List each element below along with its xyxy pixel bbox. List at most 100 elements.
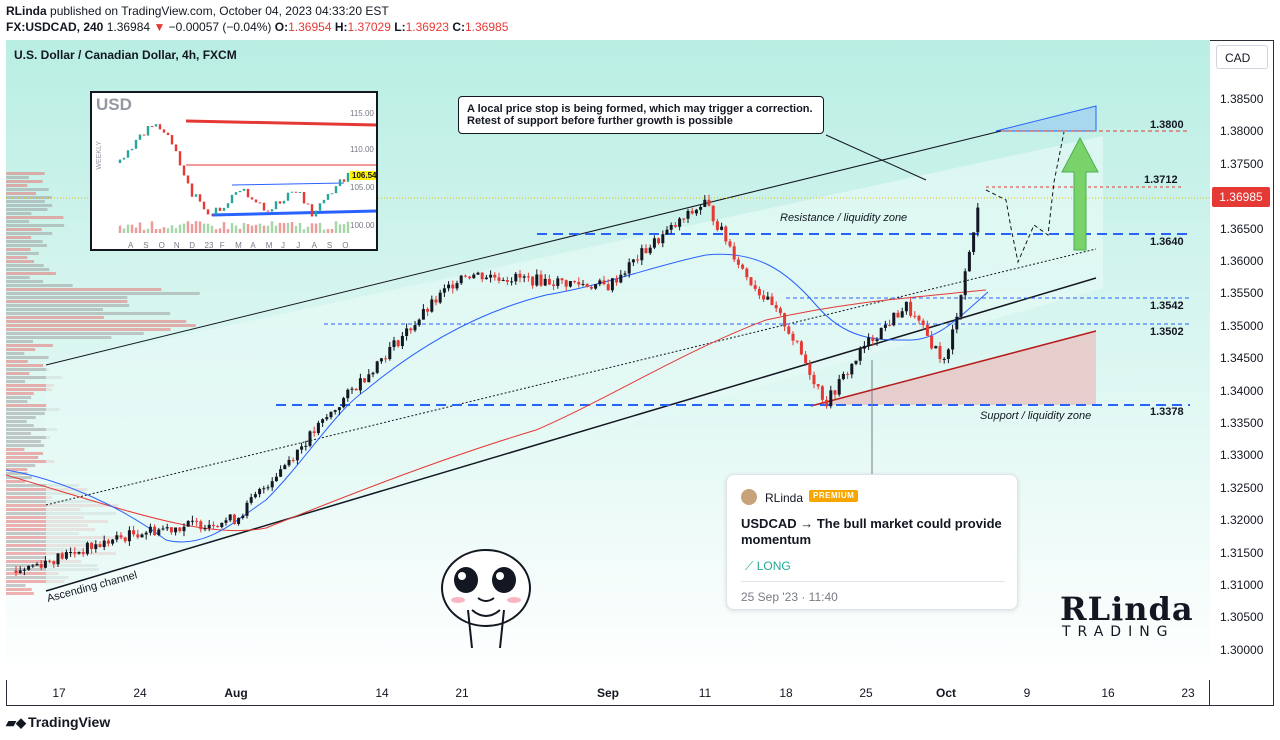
inset-volume-bar bbox=[230, 223, 234, 233]
volume-profile-bar bbox=[6, 516, 84, 519]
candle-body bbox=[930, 335, 934, 349]
inset-candle bbox=[150, 125, 154, 127]
inset-volume-bar bbox=[314, 223, 318, 233]
candle-body bbox=[245, 502, 249, 516]
tradingview-footer[interactable]: ▰◆ TradingView bbox=[6, 714, 110, 731]
inset-candle bbox=[258, 202, 262, 204]
volume-profile-bar bbox=[6, 420, 27, 423]
candle-body bbox=[934, 346, 938, 349]
inset-candle bbox=[174, 144, 178, 152]
inset-volume-bar bbox=[278, 222, 282, 233]
candle-body bbox=[140, 534, 144, 538]
inset-month-tick: J bbox=[296, 241, 301, 250]
candle-body bbox=[673, 225, 677, 227]
candle-body bbox=[921, 320, 925, 326]
price-axis[interactable] bbox=[1210, 40, 1274, 706]
candle-body bbox=[169, 527, 173, 533]
candle-body bbox=[531, 276, 535, 286]
inset-volume-bar bbox=[182, 223, 186, 233]
avatar[interactable] bbox=[741, 489, 757, 505]
volume-profile-bar bbox=[6, 440, 41, 443]
candle-body bbox=[442, 288, 446, 293]
y-tick: 1.36000 bbox=[1220, 254, 1264, 268]
volume-profile-bar bbox=[6, 496, 53, 499]
y-tick: 1.36500 bbox=[1220, 221, 1264, 236]
inset-candle bbox=[238, 190, 242, 193]
candle-body bbox=[799, 341, 803, 355]
low-value: 1.36923 bbox=[405, 20, 449, 34]
candle-body bbox=[703, 199, 707, 207]
candle-body bbox=[35, 563, 39, 566]
inset-month-tick: 23 bbox=[204, 241, 214, 250]
time-axis[interactable] bbox=[6, 680, 1210, 706]
trade-idea-card[interactable]: RLinda PREMIUM USDCAD → The bull market … bbox=[726, 474, 1018, 610]
inset-volume-bar bbox=[170, 225, 174, 233]
change-value: −0.00057 (−0.04%) bbox=[168, 20, 272, 34]
volume-profile-bar bbox=[6, 464, 36, 467]
candle-body bbox=[409, 328, 413, 331]
candle-body bbox=[237, 517, 241, 524]
candle-body bbox=[153, 526, 157, 536]
inset-candle bbox=[294, 191, 298, 193]
volume-profile-bar bbox=[6, 352, 25, 355]
inset-candle bbox=[290, 191, 294, 193]
inset-volume-bar bbox=[266, 225, 270, 233]
idea-author[interactable]: RLinda bbox=[765, 491, 804, 505]
volume-profile-bar bbox=[6, 264, 44, 267]
candle-body bbox=[81, 551, 85, 554]
volume-profile-bar bbox=[6, 224, 65, 227]
idea-title[interactable]: USDCAD → The bull market could provide m… bbox=[741, 516, 1002, 547]
candle-body bbox=[606, 284, 610, 291]
inset-volume-bar bbox=[158, 228, 162, 233]
volume-profile-bar bbox=[6, 348, 36, 351]
candle-body bbox=[946, 349, 950, 359]
y-tick: 1.38000 bbox=[1220, 124, 1264, 139]
inset-volume-bar bbox=[330, 228, 334, 233]
candle-body bbox=[547, 278, 551, 285]
volume-profile-bar bbox=[6, 404, 47, 407]
volume-profile-bar bbox=[6, 460, 55, 463]
volume-profile-bar bbox=[6, 372, 30, 375]
candle-body bbox=[573, 281, 577, 283]
candle-body bbox=[39, 563, 43, 568]
inset-candle bbox=[122, 157, 126, 160]
inset-month-tick: F bbox=[219, 241, 225, 250]
candle-body bbox=[867, 337, 871, 346]
candle-body bbox=[942, 358, 946, 360]
candle-body bbox=[518, 273, 522, 278]
candle-body bbox=[690, 210, 694, 214]
volume-profile-bar bbox=[6, 332, 144, 335]
candle-body bbox=[127, 530, 131, 542]
volume-profile-bar bbox=[6, 312, 171, 315]
volume-profile-bar bbox=[6, 260, 35, 263]
inset-volume-bar bbox=[134, 227, 138, 233]
volume-profile-bar bbox=[6, 320, 187, 323]
inset-volume-bar bbox=[282, 223, 286, 233]
tradingview-logo-icon: ▰◆ bbox=[6, 715, 26, 730]
candle-body bbox=[535, 274, 539, 286]
currency-selector[interactable]: CAD bbox=[1216, 45, 1268, 69]
y-tick: 1.37500 bbox=[1220, 156, 1264, 171]
inset-volume-bar bbox=[218, 228, 222, 233]
inset-volume-bar bbox=[342, 224, 346, 233]
candle-body bbox=[476, 272, 480, 275]
inset-volume-bar bbox=[142, 229, 146, 233]
candle-body bbox=[925, 325, 929, 336]
inset-month-tick: A bbox=[128, 241, 134, 250]
candle-body bbox=[148, 526, 152, 533]
bullish-arrow-icon bbox=[1061, 136, 1099, 251]
candle-body bbox=[455, 283, 459, 289]
volume-profile-bar bbox=[6, 408, 60, 411]
inset-volume-bar bbox=[326, 228, 330, 233]
volume-profile-bar bbox=[6, 248, 31, 251]
candle-body bbox=[955, 316, 959, 330]
candle-body bbox=[871, 337, 875, 342]
candle-body bbox=[766, 296, 770, 300]
volume-profile-bar bbox=[6, 584, 26, 587]
candle-body bbox=[430, 299, 434, 312]
inset-candle bbox=[302, 191, 306, 204]
candle-body bbox=[304, 445, 308, 447]
candle-body bbox=[363, 378, 367, 383]
volume-profile-bar bbox=[6, 256, 28, 259]
candle-body bbox=[60, 553, 64, 559]
